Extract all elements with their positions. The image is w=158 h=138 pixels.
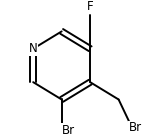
Text: N: N (29, 42, 38, 55)
Text: F: F (87, 0, 93, 13)
Text: Br: Br (128, 121, 142, 134)
Text: Br: Br (62, 124, 75, 137)
